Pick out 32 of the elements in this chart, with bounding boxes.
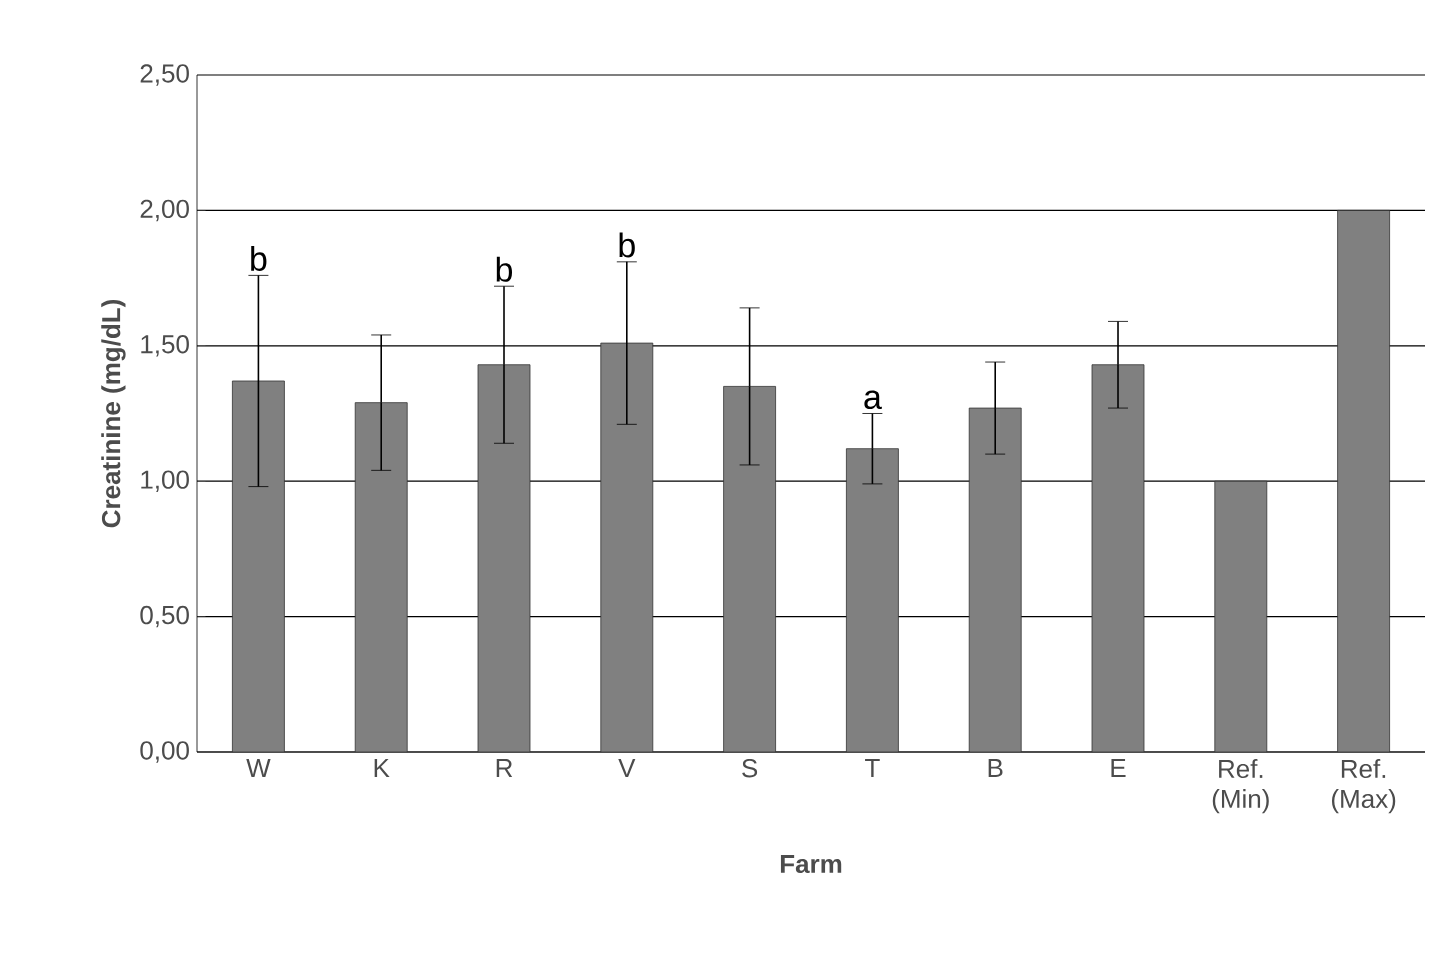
y-tick-label: 2,50 (140, 64, 189, 86)
bar (1214, 480, 1268, 752)
x-tick-label: W (246, 759, 271, 777)
y-tick-label: 0,50 (140, 605, 189, 628)
bar (968, 407, 1022, 752)
x-tick-label: Ref. (Max) (1331, 759, 1396, 814)
y-tick-label: 2,00 (140, 199, 189, 222)
bar (477, 364, 531, 752)
bar (1091, 364, 1145, 752)
bar (846, 448, 899, 752)
x-tick-label: T (865, 759, 880, 777)
bar (723, 386, 777, 752)
annotation: b (251, 246, 267, 271)
x-tick-label: Ref. (Min) (1212, 759, 1269, 814)
annotation: a (864, 390, 882, 410)
y-tick-label: 1,00 (141, 470, 189, 492)
x-tick-label: K (374, 759, 390, 777)
annotation: b (496, 256, 513, 282)
y-axis-title: Creatinine (mg/dL) (101, 299, 126, 528)
y-tick-label: 0,00 (140, 741, 189, 763)
x-tick-label: R (496, 759, 513, 777)
bar (354, 402, 408, 752)
x-tick-label: B (988, 759, 1003, 777)
bar (232, 380, 285, 752)
x-tick-label: E (1111, 759, 1126, 777)
x-tick-label: V (618, 759, 636, 777)
annotation: b (619, 232, 635, 258)
bar (600, 342, 654, 752)
bar (1337, 209, 1391, 752)
y-tick-label: 1,50 (141, 335, 189, 357)
x-tick-label: S (742, 759, 758, 778)
x-axis-title: Farm (780, 854, 842, 874)
